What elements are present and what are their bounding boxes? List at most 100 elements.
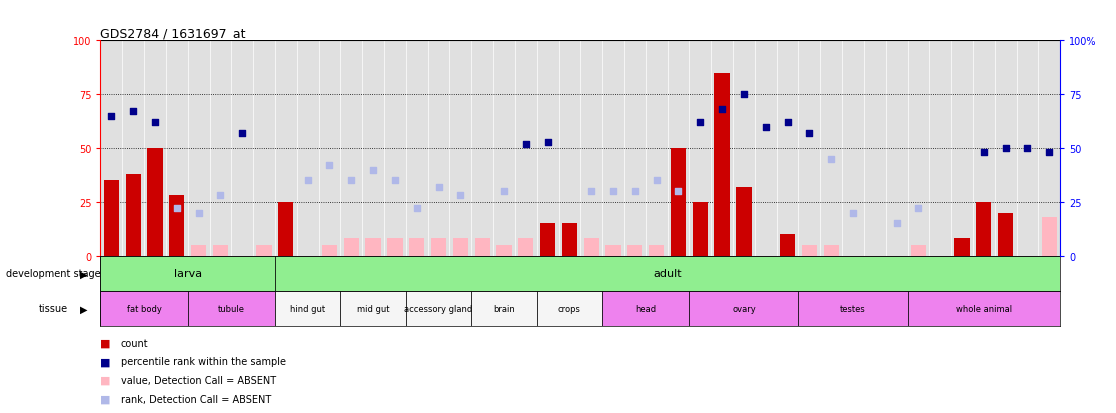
Bar [125,174,141,256]
Bar [537,291,603,326]
Bar [801,245,817,256]
Bar [387,239,403,256]
Text: percentile rank within the sample: percentile rank within the sample [121,356,286,366]
Point [299,178,317,184]
Bar [954,239,970,256]
Bar [1041,217,1057,256]
Point [146,120,164,126]
Text: crops: crops [558,304,580,313]
Text: accessory gland: accessory gland [404,304,473,313]
Text: ■: ■ [100,394,110,404]
Bar [406,291,471,326]
Point [800,131,818,137]
Bar [561,224,577,256]
Point [647,178,665,184]
Point [212,192,230,199]
Text: ovary: ovary [732,304,756,313]
Point [975,150,993,156]
Text: development stage: development stage [6,268,100,279]
Text: adult: adult [653,268,682,279]
Point [124,109,142,116]
Point [233,131,251,137]
Bar [780,235,796,256]
Text: head: head [635,304,656,313]
Point [190,210,208,216]
Text: ▶: ▶ [80,304,87,314]
Point [692,120,710,126]
Point [103,113,121,120]
Bar [147,149,163,256]
Bar [104,181,119,256]
Point [997,145,1014,152]
Bar [714,74,730,256]
Point [626,188,644,195]
Point [517,141,535,148]
Bar [540,224,556,256]
Point [670,188,687,195]
Bar [998,213,1013,256]
Bar [605,245,620,256]
Point [1040,150,1058,156]
Bar [100,256,275,291]
Bar [275,291,340,326]
Point [844,210,862,216]
Text: larva: larva [174,268,202,279]
Bar [497,245,511,256]
Bar [431,239,446,256]
Bar [690,291,798,326]
Bar [824,245,839,256]
Bar [344,239,359,256]
Text: testes: testes [840,304,866,313]
Bar [671,149,686,256]
Bar [100,291,187,326]
Text: brain: brain [493,304,514,313]
Text: rank, Detection Call = ABSENT: rank, Detection Call = ABSENT [121,394,271,404]
Point [757,124,775,131]
Bar [798,291,907,326]
Text: count: count [121,338,148,348]
Point [822,156,840,163]
Point [604,188,622,195]
Bar [603,291,690,326]
Point [910,206,927,212]
Bar [365,239,381,256]
Bar [410,239,424,256]
Text: ■: ■ [100,338,110,348]
Point [407,206,425,212]
Point [713,107,731,113]
Text: ■: ■ [100,356,110,366]
Bar [518,239,533,256]
Point [496,188,513,195]
Bar [170,196,184,256]
Bar [911,245,926,256]
Text: tissue: tissue [39,304,68,314]
Point [779,120,797,126]
Point [386,178,404,184]
Bar [453,239,468,256]
Bar [340,291,406,326]
Point [364,167,382,173]
Bar [584,239,599,256]
Point [1019,145,1037,152]
Point [167,206,185,212]
Text: whole animal: whole animal [955,304,1012,313]
Bar [737,188,751,256]
Bar [471,291,537,326]
Text: hind gut: hind gut [290,304,325,313]
Bar [275,256,1060,291]
Bar [191,245,206,256]
Text: mid gut: mid gut [357,304,389,313]
Bar [257,245,271,256]
Point [343,178,360,184]
Bar [627,245,643,256]
Point [539,139,557,145]
Text: value, Detection Call = ABSENT: value, Detection Call = ABSENT [121,375,276,385]
Bar [693,202,708,256]
Text: GDS2784 / 1631697_at: GDS2784 / 1631697_at [100,27,246,40]
Text: fat body: fat body [126,304,162,313]
Bar [474,239,490,256]
Bar [907,291,1060,326]
Point [887,221,905,227]
Bar [187,291,275,326]
Text: ■: ■ [100,375,110,385]
